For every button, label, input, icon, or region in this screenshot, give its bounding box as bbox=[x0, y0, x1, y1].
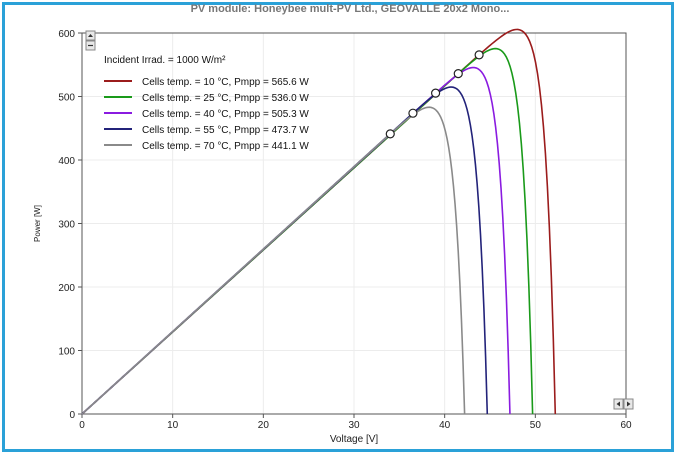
zoom-in-button[interactable] bbox=[85, 30, 96, 41]
y-tick-label: 500 bbox=[58, 93, 75, 104]
zoom-out-button[interactable] bbox=[85, 40, 96, 51]
x-tick-label: 50 bbox=[530, 420, 542, 431]
chart-frame bbox=[2, 2, 674, 452]
x-tick-label: 60 bbox=[620, 420, 632, 431]
legend-label: Cells temp. = 70 °C, Pmpp = 441.1 W bbox=[142, 141, 309, 152]
series-line bbox=[81, 86, 489, 415]
x-tick-label: 10 bbox=[167, 420, 179, 431]
mpp-point bbox=[408, 108, 418, 118]
x-axis-label: Voltage [V] bbox=[330, 434, 379, 445]
y-tick-label: 200 bbox=[58, 283, 75, 294]
series-line bbox=[81, 106, 466, 415]
mpp-point bbox=[431, 88, 441, 98]
y-tick-label: 300 bbox=[58, 220, 75, 231]
mpp-markers bbox=[385, 50, 484, 139]
y-tick-label: 0 bbox=[69, 410, 75, 421]
grid bbox=[81, 32, 627, 415]
scroll-right-button[interactable] bbox=[623, 398, 634, 410]
x-tick-label: 40 bbox=[439, 420, 451, 431]
y-tick-label: 600 bbox=[58, 29, 75, 40]
x-tick-label: 20 bbox=[258, 420, 270, 431]
legend-label: Cells temp. = 40 °C, Pmpp = 505.3 W bbox=[142, 109, 309, 120]
legend-label: Cells temp. = 55 °C, Pmpp = 473.7 W bbox=[142, 125, 309, 136]
y-axis-label: Power [W] bbox=[33, 205, 42, 242]
scroll-left-button[interactable] bbox=[613, 398, 624, 410]
y-tick-label: 100 bbox=[58, 347, 75, 358]
irradiance-annotation: Incident Irrad. = 1000 W/m² bbox=[104, 55, 226, 66]
legend: Cells temp. = 10 °C, Pmpp = 565.6 W Cells… bbox=[104, 77, 309, 152]
legend-label: Cells temp. = 25 °C, Pmpp = 536.0 W bbox=[142, 93, 309, 104]
y-tick-label: 400 bbox=[58, 156, 75, 167]
mpp-point bbox=[453, 69, 463, 79]
x-tick-label: 0 bbox=[79, 420, 85, 431]
legend-label: Cells temp. = 10 °C, Pmpp = 565.6 W bbox=[142, 77, 309, 88]
x-tick-label: 30 bbox=[348, 420, 360, 431]
mpp-point bbox=[474, 50, 484, 60]
mpp-point bbox=[385, 129, 395, 139]
chart-title: PV module: Honeybee mult-PV Ltd., GEOVAL… bbox=[191, 3, 510, 15]
